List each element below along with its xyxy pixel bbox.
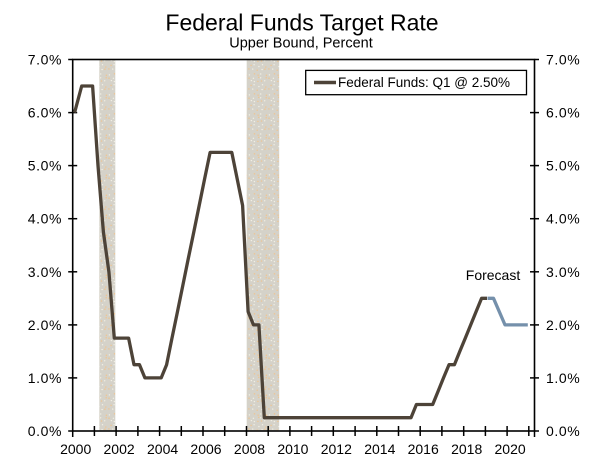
svg-text:Upper Bound, Percent: Upper Bound, Percent [229,36,372,52]
svg-text:1.0%: 1.0% [546,370,580,386]
svg-text:2020: 2020 [495,441,526,457]
svg-text:7.0%: 7.0% [546,52,580,68]
svg-text:4.0%: 4.0% [28,211,62,227]
svg-text:0.0%: 0.0% [546,423,580,439]
svg-text:2.0%: 2.0% [546,317,580,333]
svg-text:2002: 2002 [104,441,135,457]
svg-text:5.0%: 5.0% [546,158,580,174]
svg-text:2000: 2000 [60,441,91,457]
svg-text:1.0%: 1.0% [28,370,62,386]
svg-text:2018: 2018 [451,441,482,457]
svg-text:2016: 2016 [408,441,439,457]
svg-text:5.0%: 5.0% [28,158,62,174]
svg-text:6.0%: 6.0% [28,105,62,121]
svg-text:2004: 2004 [147,441,178,457]
svg-text:0.0%: 0.0% [28,423,62,439]
svg-text:2008: 2008 [234,441,265,457]
svg-text:2006: 2006 [190,441,221,457]
svg-text:4.0%: 4.0% [546,211,580,227]
svg-text:Federal Funds Target Rate: Federal Funds Target Rate [165,10,438,36]
svg-text:2012: 2012 [321,441,352,457]
svg-text:2014: 2014 [364,441,395,457]
svg-text:Federal Funds: Q1 @ 2.50%: Federal Funds: Q1 @ 2.50% [338,75,510,90]
svg-text:6.0%: 6.0% [546,105,580,121]
svg-text:2.0%: 2.0% [28,317,62,333]
svg-text:3.0%: 3.0% [28,264,62,280]
svg-text:2010: 2010 [277,441,308,457]
svg-text:7.0%: 7.0% [28,52,62,68]
svg-text:Forecast: Forecast [466,267,521,283]
svg-text:3.0%: 3.0% [546,264,580,280]
